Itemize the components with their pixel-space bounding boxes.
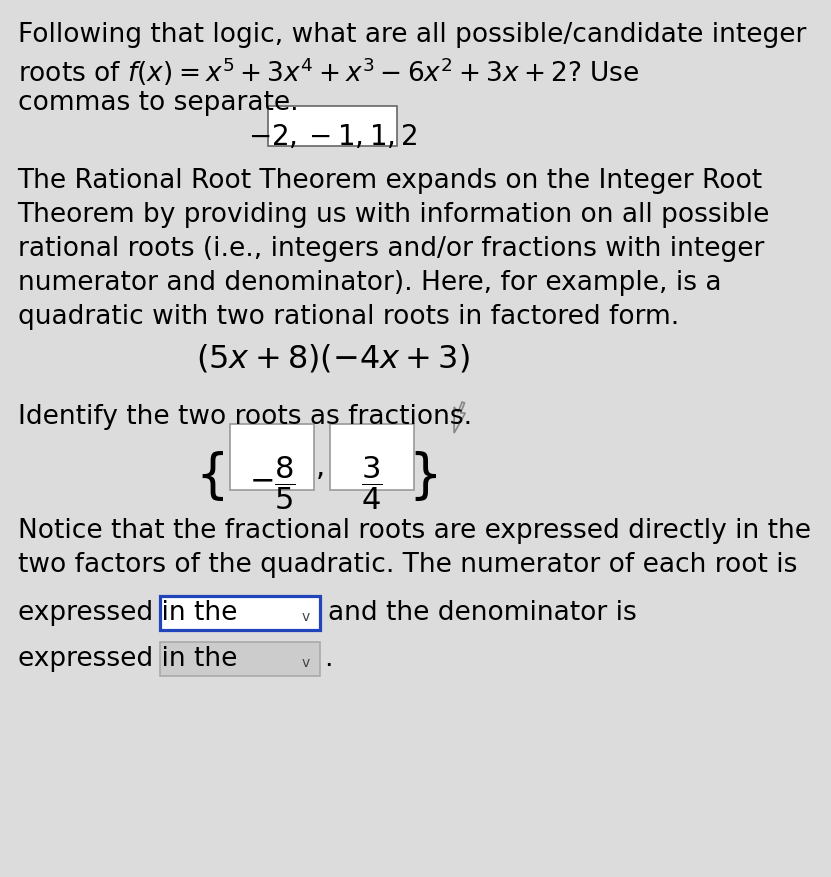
Text: Following that logic, what are all possible/candidate integer: Following that logic, what are all possi… [17,22,806,48]
Text: commas to separate.: commas to separate. [17,90,298,116]
Text: quadratic with two rational roots in factored form.: quadratic with two rational roots in fac… [17,304,679,330]
Text: v: v [302,656,310,670]
Text: .: . [324,646,332,672]
Text: $-\dfrac{8}{5}$: $-\dfrac{8}{5}$ [248,454,296,511]
Text: {: { [195,451,229,503]
Text: }: } [409,451,442,503]
Text: Identify the two roots as fractions.: Identify the two roots as fractions. [17,404,472,430]
Text: Notice that the fractional roots are expressed directly in the: Notice that the fractional roots are exp… [17,518,810,544]
FancyBboxPatch shape [330,424,414,490]
Text: Theorem by providing us with information on all possible: Theorem by providing us with information… [17,202,770,228]
FancyBboxPatch shape [230,424,314,490]
Text: expressed in the: expressed in the [17,646,237,672]
FancyBboxPatch shape [160,642,320,676]
Text: expressed in the: expressed in the [17,600,237,626]
Text: The Rational Root Theorem expands on the Integer Root: The Rational Root Theorem expands on the… [17,168,763,194]
Text: $-2,-1,1,2$: $-2,-1,1,2$ [248,123,417,151]
Text: two factors of the quadratic. The numerator of each root is: two factors of the quadratic. The numera… [17,552,797,578]
Text: numerator and denominator). Here, for example, is a: numerator and denominator). Here, for ex… [17,270,721,296]
Text: v: v [302,610,310,624]
Text: $\dfrac{3}{4}$: $\dfrac{3}{4}$ [361,454,383,511]
Text: $(5x + 8)(-4x + 3)$: $(5x + 8)(-4x + 3)$ [195,342,470,374]
Text: rational roots (i.e., integers and/or fractions with integer: rational roots (i.e., integers and/or fr… [17,236,764,262]
Text: and the denominator is: and the denominator is [328,600,637,626]
Text: roots of $f(x) = x^5 + 3x^4 + x^3 - 6x^2 + 3x + 2$? Use: roots of $f(x) = x^5 + 3x^4 + x^3 - 6x^2… [17,56,639,89]
Text: ,: , [316,454,325,482]
FancyBboxPatch shape [160,596,320,630]
FancyBboxPatch shape [268,106,396,146]
